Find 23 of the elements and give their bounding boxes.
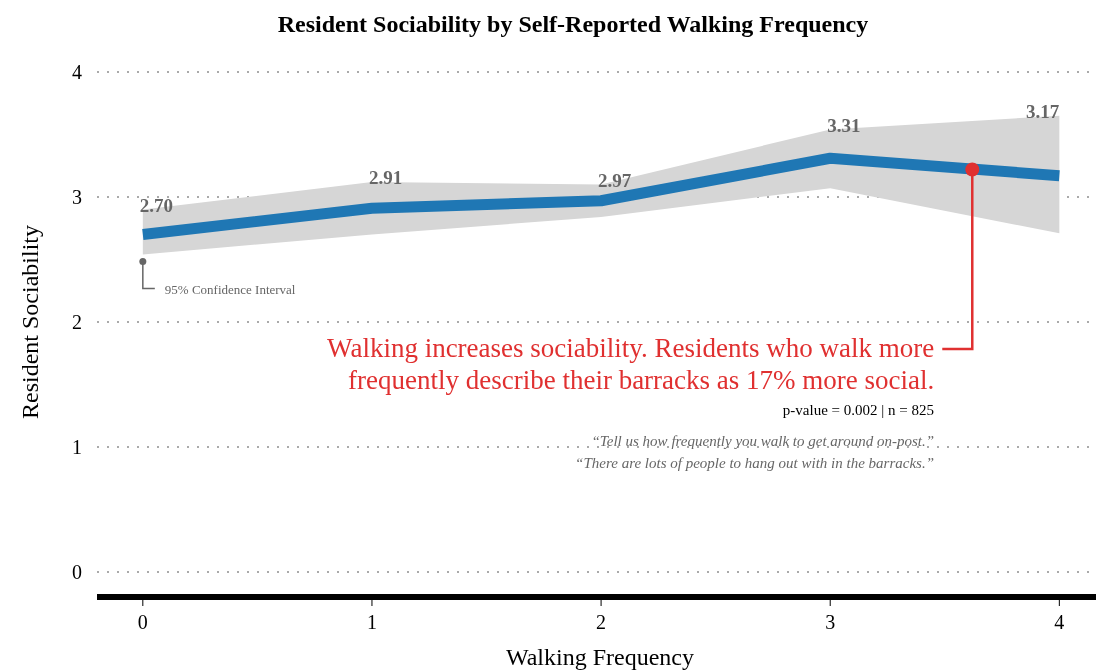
data-label: 3.31 bbox=[827, 114, 861, 136]
annotation: p-value = 0.002 | n = 825 bbox=[782, 402, 934, 418]
y-tick-label: 3 bbox=[72, 186, 82, 208]
y-axis-title: Resident Sociability bbox=[17, 225, 43, 419]
annotation: “There are lots of people to hang out with in the barracks.” bbox=[575, 455, 934, 471]
x-axis-title: Walking Frequency bbox=[505, 644, 695, 670]
x-tick-label: 1 bbox=[366, 611, 377, 633]
annotation: 95% Confidence Interval bbox=[164, 281, 296, 297]
chart-title: Resident Sociability by Self-Reported Walking Frequency bbox=[277, 11, 869, 37]
y-tick-label: 2 bbox=[72, 311, 82, 333]
x-tick-label: 0 bbox=[137, 611, 148, 633]
y-tick-label: 4 bbox=[72, 61, 82, 83]
y-tick-label: 1 bbox=[72, 436, 82, 458]
y-tick-label: 0 bbox=[72, 561, 82, 583]
annotation: “Tell us how frequently you walk to get around on-post.” bbox=[591, 433, 934, 449]
x-tick-label: 3 bbox=[825, 611, 836, 633]
data-label: 2.97 bbox=[598, 169, 632, 191]
data-label: 3.17 bbox=[1026, 100, 1060, 122]
x-tick-label: 4 bbox=[1054, 611, 1065, 633]
x-tick-label: 2 bbox=[596, 611, 607, 633]
annotation: Walking increases sociability. Residents who walk more frequently describe their barracks as 17% more social. bbox=[327, 333, 935, 395]
data-label: 2.91 bbox=[368, 167, 403, 188]
data-label: 2.70 bbox=[139, 194, 174, 216]
